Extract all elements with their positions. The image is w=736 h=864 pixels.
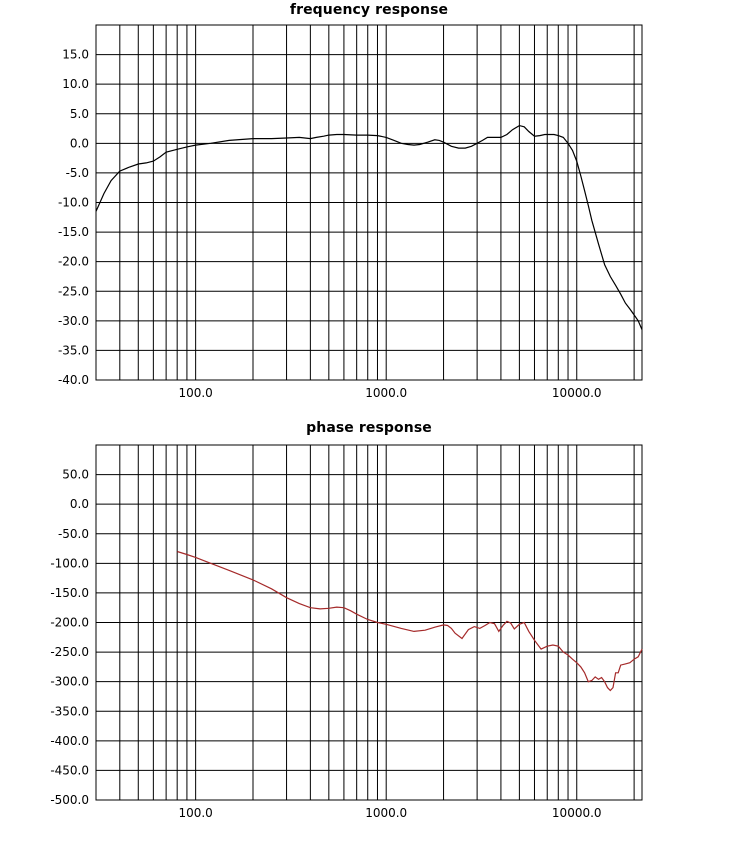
y-tick-label: -450.0 <box>50 763 89 777</box>
y-tick-label: -500.0 <box>50 793 89 807</box>
phase-response-chart: phase response 50.0 0.0 -50.0 -100.0 -150.0 -… <box>0 418 736 838</box>
y-tick-label: -10.0 <box>58 196 89 210</box>
y-tick-label: 50.0 <box>62 468 89 482</box>
plot-frame <box>95 444 643 801</box>
y-tick-label: 0.0 <box>70 136 89 150</box>
y-tick-label: -35.0 <box>58 343 89 357</box>
y-tick-label: -100.0 <box>50 556 89 570</box>
frequency-response-chart: frequency response 15.0 10.0 5.0 0.0 -5.0 -10… <box>0 0 736 400</box>
y-tick-label: -200.0 <box>50 616 89 630</box>
y-tick-label: -40.0 <box>58 373 89 387</box>
y-tick-label: -350.0 <box>50 704 89 718</box>
x-tick-label: 100.0 <box>178 386 212 400</box>
y-tick-label: -150.0 <box>50 586 89 600</box>
plot-frame <box>95 24 643 381</box>
y-tick-label: -250.0 <box>50 645 89 659</box>
y-tick-label: -20.0 <box>58 255 89 269</box>
chart-title: frequency response <box>289 2 449 18</box>
y-tick-label: -300.0 <box>50 675 89 689</box>
y-tick-label: -30.0 <box>58 314 89 328</box>
y-tick-label: 5.0 <box>70 107 89 121</box>
series-line <box>95 124 643 330</box>
x-tick-label: 1000.0 <box>365 806 407 820</box>
y-tick-label: -25.0 <box>58 284 89 298</box>
x-tick-label: 100.0 <box>178 806 212 820</box>
x-tick-label: 1000.0 <box>365 386 407 400</box>
frequency-plot: 15.0 10.0 5.0 0.0 -5.0 -10.0 -15.0 -20.0 -25.0 -3… <box>58 24 643 400</box>
series-line <box>177 550 643 692</box>
y-tick-label: -50.0 <box>58 527 89 541</box>
y-tick-label: 0.0 <box>70 497 89 511</box>
x-tick-label: 10000.0 <box>552 386 602 400</box>
y-tick-label: -15.0 <box>58 225 89 239</box>
y-tick-label: -5.0 <box>66 166 89 180</box>
phase-plot: 50.0 0.0 -50.0 -100.0 -150.0 -200.0 -250.0 -300… <box>50 444 643 820</box>
y-tick-label: 15.0 <box>62 48 89 62</box>
chart-title: phase response <box>306 420 432 436</box>
y-tick-label: -400.0 <box>50 734 89 748</box>
y-tick-label: 10.0 <box>62 77 89 91</box>
x-tick-label: 10000.0 <box>552 806 602 820</box>
